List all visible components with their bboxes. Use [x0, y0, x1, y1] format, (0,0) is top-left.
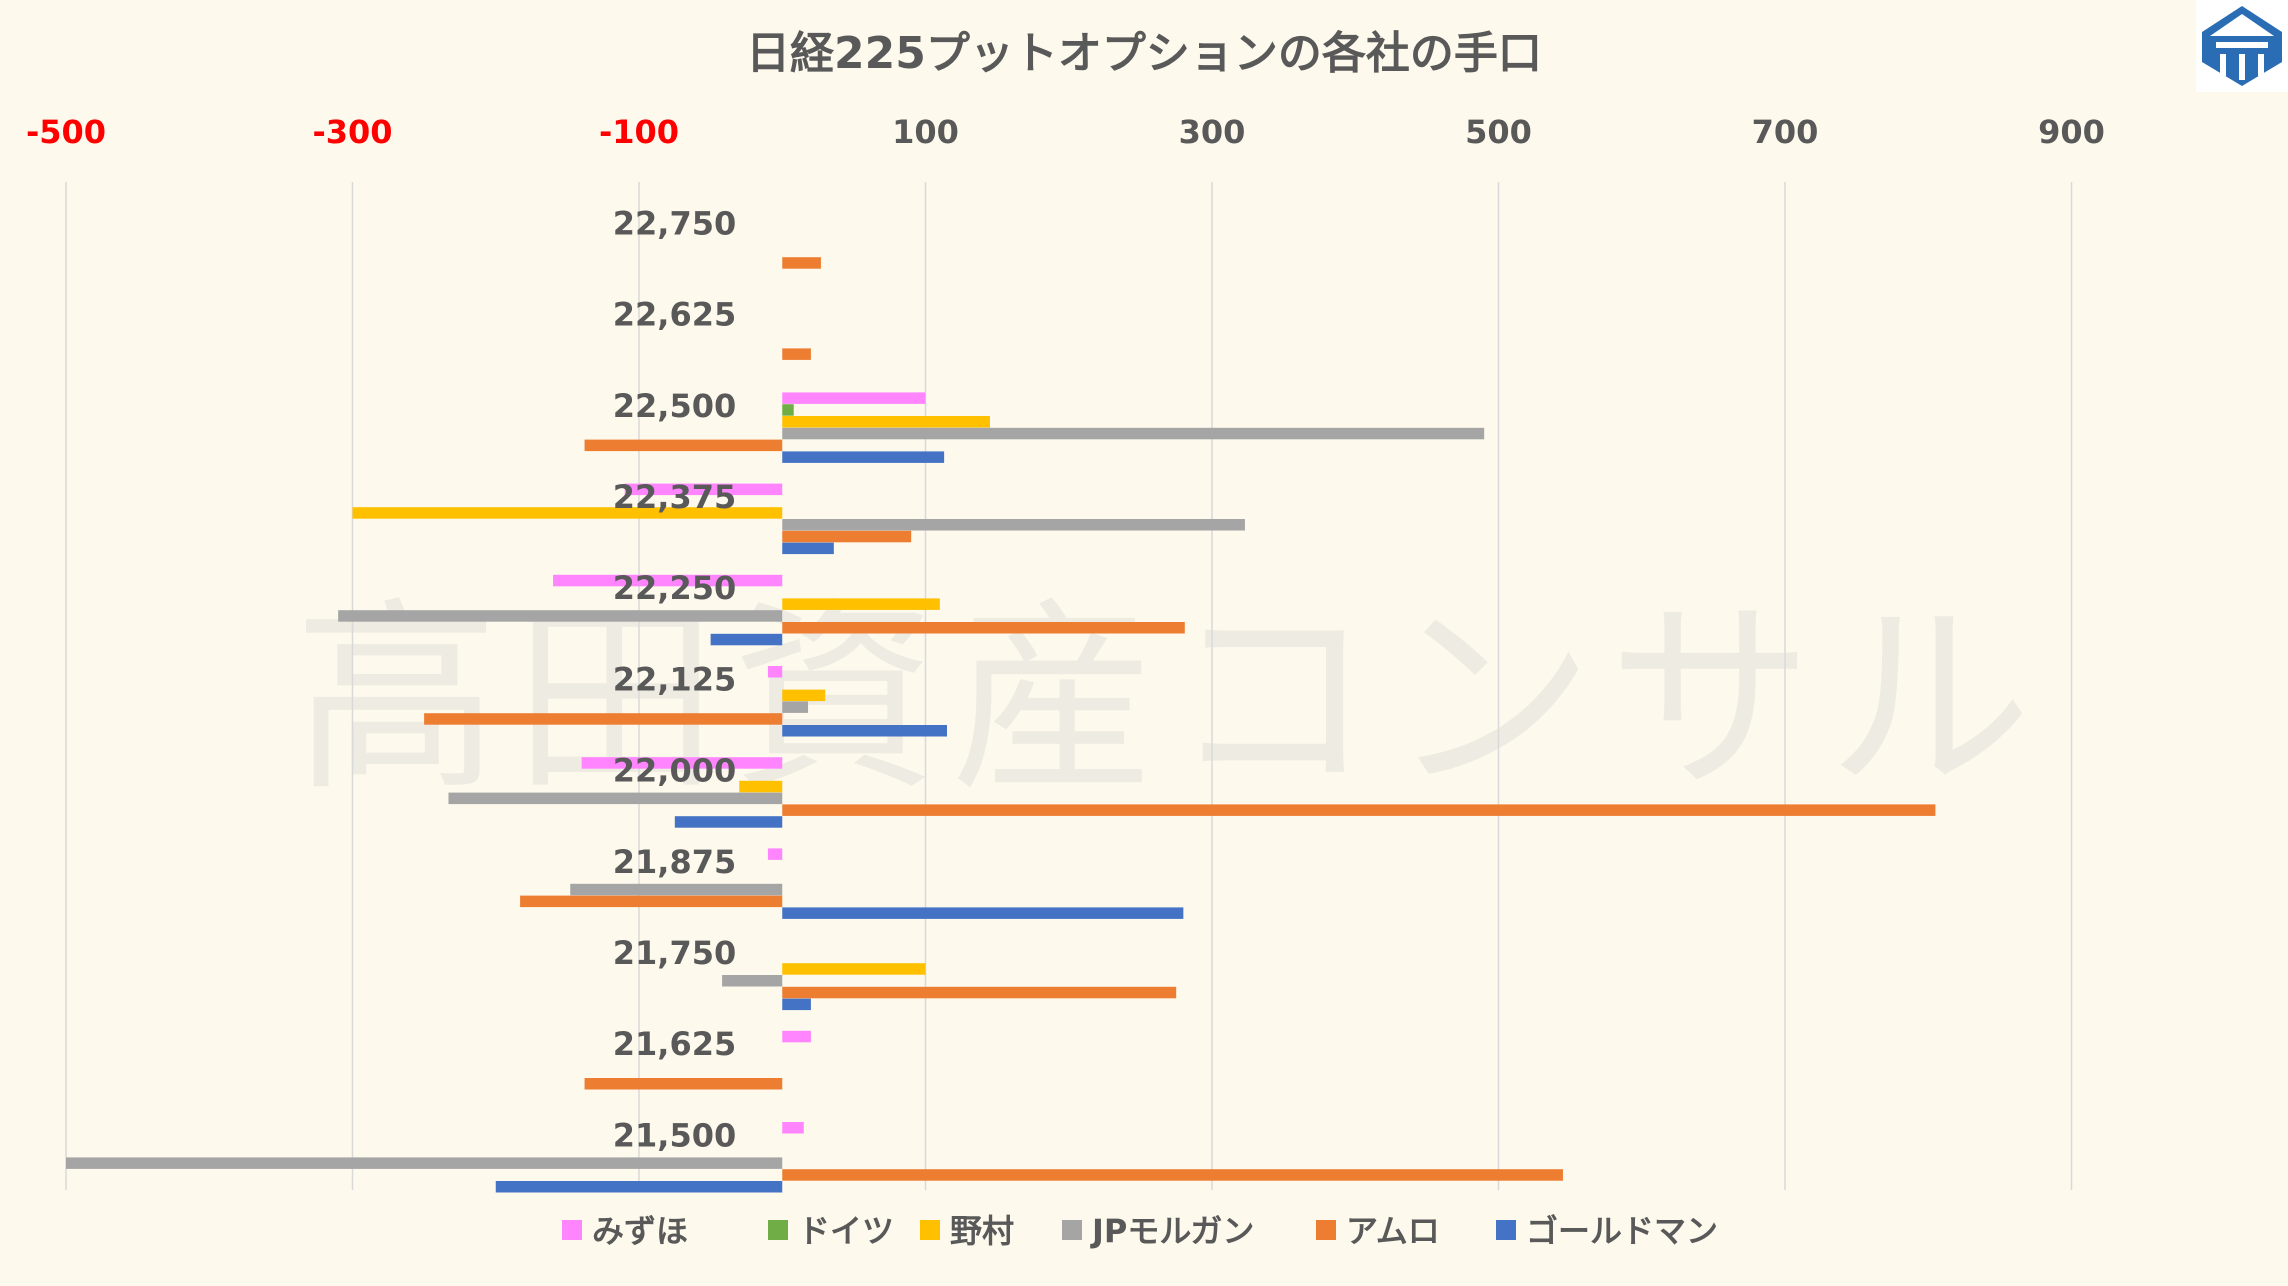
bar	[782, 804, 1936, 816]
category-label: 21,750	[613, 934, 736, 972]
bar	[581, 757, 783, 769]
bar	[782, 530, 912, 543]
legend-label: ゴールドマン	[1526, 1212, 1718, 1250]
x-tick-label: 300	[1179, 113, 1246, 151]
bar	[782, 1122, 804, 1134]
legend-swatch	[1316, 1220, 1336, 1240]
bar	[338, 610, 783, 622]
legend-swatch	[1496, 1220, 1516, 1240]
legend-swatch	[768, 1220, 788, 1240]
category-label: 22,125	[613, 660, 736, 698]
bar	[782, 542, 834, 555]
bar	[782, 598, 940, 610]
bar	[782, 257, 821, 269]
bar	[495, 1181, 783, 1193]
x-tick-label: 900	[2038, 113, 2105, 151]
category-label: 21,500	[613, 1116, 736, 1154]
bar	[448, 792, 783, 805]
bar	[570, 883, 783, 896]
legend-swatch	[920, 1220, 940, 1240]
bar	[782, 416, 990, 428]
category-label: 21,875	[613, 843, 736, 881]
category-labels: 22,750 22,625 22,500 22,375 22,250 22,125 22,0…	[613, 204, 736, 1154]
category-label: 22,375	[613, 478, 736, 516]
bar	[782, 1030, 811, 1043]
legend-label: ドイツ	[798, 1212, 894, 1250]
bar	[782, 519, 1245, 531]
bar	[782, 404, 794, 416]
bar	[782, 427, 1485, 440]
category-label: 22,750	[613, 204, 736, 242]
category-label: 22,000	[613, 752, 736, 790]
bar	[782, 392, 926, 404]
legend-label: JPモルガン	[1090, 1212, 1254, 1250]
category-label: 22,625	[613, 296, 736, 334]
bar	[674, 816, 783, 828]
bar	[584, 439, 783, 452]
bar	[782, 986, 1177, 999]
x-tick-label: -100	[599, 113, 679, 151]
x-tick-label: 500	[1465, 113, 1532, 151]
x-tick-label: 100	[892, 113, 959, 151]
gridlines	[65, 182, 2073, 1190]
bar	[782, 963, 926, 975]
bar	[553, 574, 783, 587]
category-label: 22,500	[613, 387, 736, 425]
bar	[767, 848, 783, 860]
bar	[782, 348, 811, 360]
bar	[66, 1157, 783, 1169]
bars	[66, 257, 1936, 1193]
bar	[782, 689, 826, 702]
shield-icon	[2202, 6, 2282, 86]
x-tick-label: 700	[1752, 113, 1819, 151]
bar	[722, 975, 783, 987]
bar	[782, 907, 1184, 919]
bar	[739, 780, 783, 793]
x-tick-label: -500	[26, 113, 106, 151]
bar	[782, 451, 945, 463]
legend-swatch	[1062, 1220, 1082, 1240]
bar	[424, 713, 783, 725]
x-tick-label: -300	[312, 113, 392, 151]
legend-label: 野村	[950, 1212, 1014, 1250]
bar	[782, 1169, 1563, 1181]
bar	[624, 483, 783, 496]
bar	[782, 701, 809, 713]
legend: みずほ ドイツ 野村 JPモルガン アムロ ゴールドマン	[562, 1212, 1718, 1250]
bar	[767, 666, 783, 678]
bar	[520, 895, 783, 908]
bar	[584, 1078, 783, 1090]
chart-title: 日経225プットオプションの各社の手口	[746, 28, 1542, 79]
bar	[782, 622, 1185, 634]
legend-label: アムロ	[1346, 1212, 1440, 1250]
legend-swatch	[562, 1220, 582, 1240]
bar	[782, 998, 811, 1011]
bar	[782, 725, 947, 737]
x-tick-labels: -500 -300 -100 100 300 500 700 900	[26, 113, 2105, 151]
legend-label: みずほ	[592, 1212, 688, 1250]
category-label: 22,250	[613, 569, 736, 607]
logo	[2196, 0, 2288, 92]
category-label: 21,625	[613, 1025, 736, 1063]
bar	[352, 507, 783, 519]
bar	[710, 633, 783, 646]
